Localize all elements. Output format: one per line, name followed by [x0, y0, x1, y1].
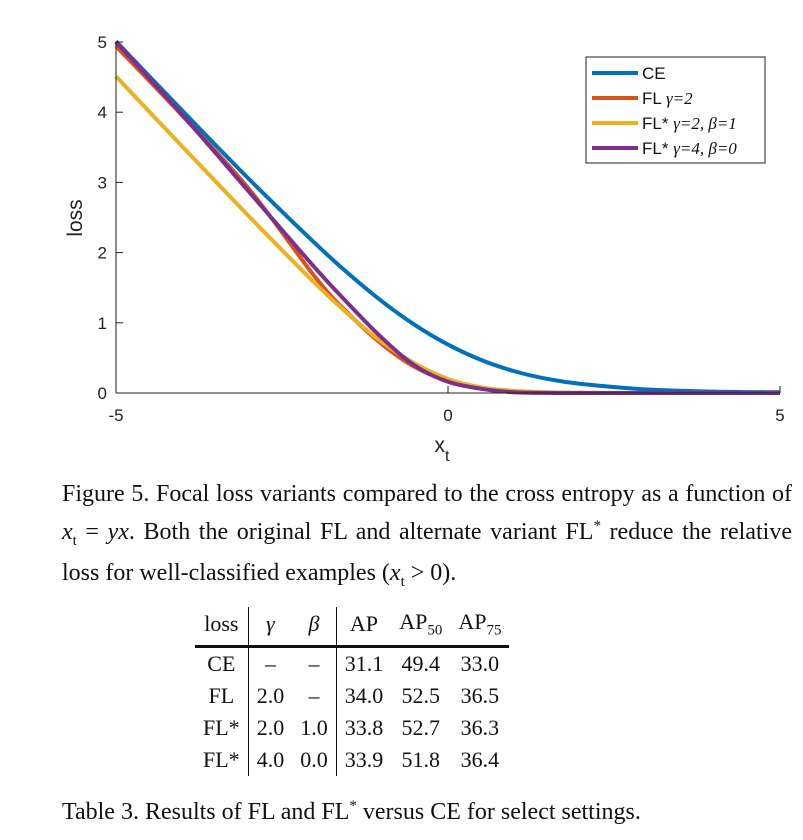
table-header-row: loss γ β AP AP50 AP75 — [195, 607, 510, 647]
table-caption: Table 3. Results of FL and FL* versus CE… — [62, 798, 641, 825]
header-beta: β — [292, 607, 337, 647]
y-tick-label: 3 — [98, 173, 107, 192]
cell-gamma: – — [264, 651, 276, 677]
legend-label-ce: CE — [642, 64, 666, 83]
cell-gamma: 4.0 — [256, 747, 285, 773]
y-axis-label: loss — [64, 199, 87, 236]
cell-ap50: 52.5 — [401, 683, 441, 709]
y-tick-label: 2 — [98, 244, 107, 263]
cell-beta: 0.0 — [292, 744, 337, 777]
cell-gamma: 2.0 — [256, 715, 285, 741]
cell-loss: FL* — [195, 744, 249, 777]
x-tick-label: 0 — [443, 406, 452, 425]
header-ap: AP — [349, 611, 378, 637]
cell-ap75: 33.0 — [460, 651, 500, 677]
legend-label-fl-star-b0: FL* γ=4, β=0 — [642, 139, 737, 158]
table-row: CE – – 31.1 49.4 33.0 — [195, 646, 509, 681]
cell-ap50: 52.7 — [401, 715, 441, 741]
header-gamma: γ — [266, 611, 275, 637]
header-ap50: AP50 — [399, 609, 443, 639]
cell-ap50: 49.4 — [401, 651, 441, 677]
header-loss: loss — [195, 607, 249, 647]
legend: CE FL γ=2 FL* γ=2, β=1 FL* γ=4, β=0 — [585, 56, 766, 164]
y-tick-label: 0 — [98, 384, 107, 403]
table-row: FL* 2.0 1.0 33.8 52.7 36.3 — [195, 712, 509, 745]
results-table: loss γ β AP AP50 AP75 CE – – 31.1 49.4 3… — [195, 607, 510, 777]
series-line-0 — [114, 39, 781, 395]
cell-ap75: 36.4 — [460, 747, 500, 773]
y-tick-label: 5 — [98, 33, 107, 52]
cell-ap75: 36.5 — [460, 683, 500, 709]
cell-ap: 33.9 — [344, 747, 384, 773]
cell-ap: 33.8 — [344, 715, 384, 741]
header-ap75: AP75 — [458, 609, 502, 639]
cell-beta: – — [292, 680, 337, 713]
cell-ap: 34.0 — [344, 683, 384, 709]
y-tick-label: 4 — [98, 103, 107, 122]
cell-ap75: 36.3 — [460, 715, 500, 741]
x-tick-label: 5 — [775, 406, 784, 425]
table-row: FL 2.0 – 34.0 52.5 36.5 — [195, 680, 509, 713]
cell-ap50: 51.8 — [401, 747, 441, 773]
legend-label-fl-star-b1: FL* γ=2, β=1 — [642, 114, 737, 133]
cell-beta: 1.0 — [292, 712, 337, 745]
cell-gamma: 2.0 — [256, 683, 285, 709]
cell-loss: CE — [195, 646, 249, 681]
table-row: FL* 4.0 0.0 33.9 51.8 36.4 — [195, 744, 509, 777]
x-tick-label: -5 — [108, 406, 123, 425]
cell-ap: 31.1 — [344, 651, 384, 677]
cell-beta: – — [292, 646, 337, 681]
figure-caption: Figure 5. Focal loss variants compared t… — [62, 481, 792, 590]
cell-loss: FL* — [195, 712, 249, 745]
y-tick-label: 1 — [98, 314, 107, 333]
x-axis-label: xt — [435, 434, 451, 465]
legend-label-fl: FL γ=2 — [642, 89, 693, 108]
cell-loss: FL — [195, 680, 249, 713]
